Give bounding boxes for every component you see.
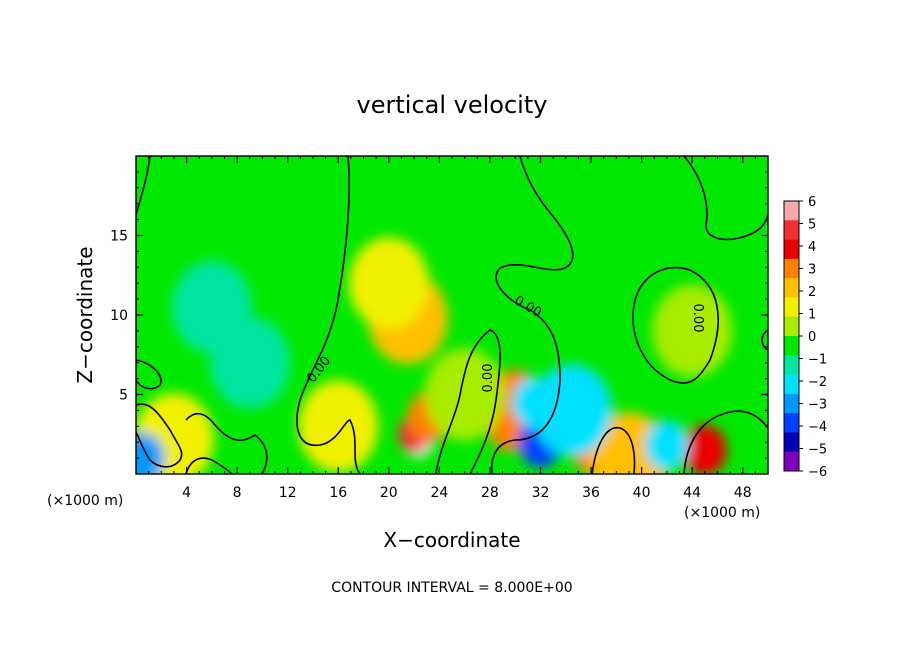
- y-tick-label: 5: [119, 388, 128, 404]
- colorbar-swatch: [784, 355, 799, 375]
- y-axis: 5 10 15: [110, 171, 768, 459]
- colorbar-tick-label: 2: [808, 285, 816, 300]
- colorbar-swatch: [784, 316, 799, 337]
- colorbar-tick-label: −1: [808, 353, 827, 368]
- y-tick-label: 10: [110, 308, 128, 324]
- colorbar-tick-label: 1: [808, 308, 816, 323]
- colorbar-tick-label: −6: [808, 465, 827, 480]
- colorbar-swatch: [784, 432, 799, 453]
- zero-contour-line: [136, 403, 183, 468]
- plot-area: 0.00 0.00 0.00 0.00: [135, 155, 769, 475]
- zero-contour-line: [136, 156, 151, 216]
- colorbar-swatch: [784, 258, 799, 279]
- colorbar-tick-label: 0: [808, 330, 816, 345]
- velocity-field: [136, 237, 733, 474]
- colorbar-tick-label: −2: [808, 375, 827, 390]
- x-axis-title: X−coordinate: [383, 528, 520, 552]
- zero-contour-line: [591, 427, 636, 474]
- colorbar: 6 5 4 3 2 1 0 −1 −2 −3 −4 −5 −6: [783, 195, 827, 480]
- colorbar-tick-label: 6: [808, 195, 816, 210]
- field-blob: [644, 420, 689, 471]
- colorbar-swatch: [784, 374, 799, 395]
- x-tick-label: 40: [633, 485, 651, 501]
- colorbar-swatch: [784, 278, 799, 298]
- contour-label: 0.00: [481, 364, 496, 393]
- field-blob: [532, 364, 613, 457]
- colorbar-tick-label: 3: [808, 263, 816, 278]
- chart-title: vertical velocity: [357, 91, 548, 119]
- colorbar-tick-label: −5: [808, 443, 827, 458]
- y-axis-title: Z−coordinate: [73, 246, 97, 383]
- colorbar-tick-label: −3: [808, 398, 827, 413]
- colorbar-swatch: [784, 451, 799, 472]
- x-tick-label: 48: [734, 485, 752, 501]
- field-blob: [298, 380, 379, 473]
- zero-contour-line: [683, 156, 768, 241]
- x-unit-label-right: (×1000 m): [684, 505, 760, 521]
- colorbar-swatch: [784, 201, 799, 221]
- x-axis: 4 8 12 16 20 24 28 32 36 40 44 48: [148, 156, 756, 501]
- x-tick-label: 20: [380, 485, 398, 501]
- zero-contour-line: [296, 156, 361, 474]
- zero-contour-line: [632, 266, 719, 384]
- x-tick-label: 16: [329, 485, 347, 501]
- x-tick-label: 44: [683, 485, 701, 501]
- field-blob: [424, 348, 505, 441]
- zero-contour-line: [185, 457, 233, 474]
- colorbar-swatch: [784, 413, 799, 433]
- x-tick-label: 32: [532, 485, 550, 501]
- zero-contours: [136, 156, 768, 474]
- x-tick-label: 28: [481, 485, 499, 501]
- colorbar-tick-label: 4: [808, 240, 816, 255]
- field-blob: [348, 237, 429, 330]
- y-tick-label: 15: [110, 229, 128, 245]
- colorbar-tick-label: 5: [808, 218, 816, 233]
- colorbar-swatch: [784, 220, 799, 240]
- x-unit-label-left: (×1000 m): [47, 493, 123, 509]
- contour-interval-note: CONTOUR INTERVAL = 8.000E+00: [331, 580, 572, 596]
- x-tick-label: 12: [279, 485, 297, 501]
- zero-contour-line: [185, 412, 268, 474]
- zero-contour-line: [490, 156, 574, 474]
- colorbar-tick-label: −4: [808, 420, 827, 435]
- zero-contour-line: [136, 359, 162, 390]
- colorbar-swatch: [784, 239, 799, 260]
- colorbar-swatch: [784, 297, 799, 318]
- colorbar-swatch: [784, 336, 799, 356]
- field-blob: [209, 316, 290, 409]
- x-tick-label: 36: [582, 485, 600, 501]
- contour-label: 0.00: [690, 304, 705, 333]
- zero-contour-line: [435, 329, 501, 474]
- x-tick-label: 8: [233, 485, 242, 501]
- x-tick-label: 24: [430, 485, 448, 501]
- field-blob: [136, 432, 165, 474]
- x-tick-label: 4: [182, 485, 191, 501]
- zero-contour-line: [683, 410, 768, 474]
- colorbar-swatch: [784, 393, 799, 414]
